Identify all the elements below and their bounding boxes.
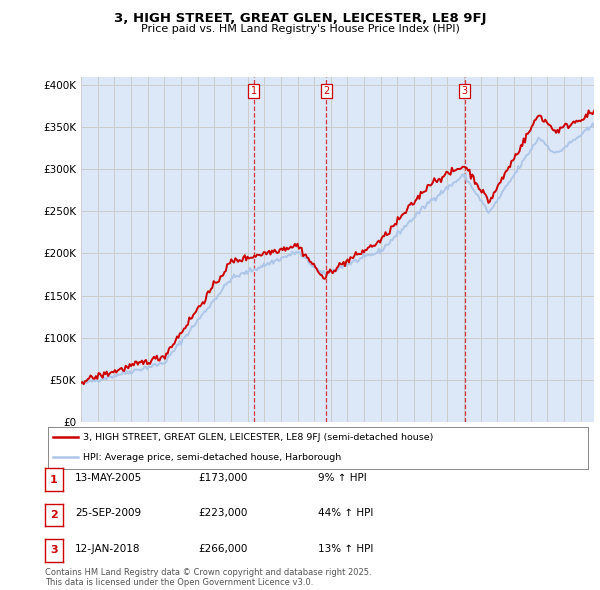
Text: HPI: Average price, semi-detached house, Harborough: HPI: Average price, semi-detached house,… bbox=[83, 453, 341, 461]
Text: £173,000: £173,000 bbox=[198, 473, 247, 483]
Text: 44% ↑ HPI: 44% ↑ HPI bbox=[318, 509, 373, 518]
Text: £223,000: £223,000 bbox=[198, 509, 247, 518]
Text: 2: 2 bbox=[50, 510, 58, 520]
Text: 13-MAY-2005: 13-MAY-2005 bbox=[75, 473, 142, 483]
Text: 2: 2 bbox=[323, 86, 329, 96]
Text: £266,000: £266,000 bbox=[198, 544, 247, 553]
Text: Price paid vs. HM Land Registry's House Price Index (HPI): Price paid vs. HM Land Registry's House … bbox=[140, 24, 460, 34]
Text: 3: 3 bbox=[461, 86, 468, 96]
Text: 3, HIGH STREET, GREAT GLEN, LEICESTER, LE8 9FJ (semi-detached house): 3, HIGH STREET, GREAT GLEN, LEICESTER, L… bbox=[83, 432, 433, 442]
Text: 3: 3 bbox=[50, 546, 58, 555]
Text: 13% ↑ HPI: 13% ↑ HPI bbox=[318, 544, 373, 553]
Text: 1: 1 bbox=[250, 86, 257, 96]
Text: 1: 1 bbox=[50, 475, 58, 484]
Text: 12-JAN-2018: 12-JAN-2018 bbox=[75, 544, 140, 553]
Text: 3, HIGH STREET, GREAT GLEN, LEICESTER, LE8 9FJ: 3, HIGH STREET, GREAT GLEN, LEICESTER, L… bbox=[114, 12, 486, 25]
Text: 25-SEP-2009: 25-SEP-2009 bbox=[75, 509, 141, 518]
Text: Contains HM Land Registry data © Crown copyright and database right 2025.
This d: Contains HM Land Registry data © Crown c… bbox=[45, 568, 371, 587]
Text: 9% ↑ HPI: 9% ↑ HPI bbox=[318, 473, 367, 483]
